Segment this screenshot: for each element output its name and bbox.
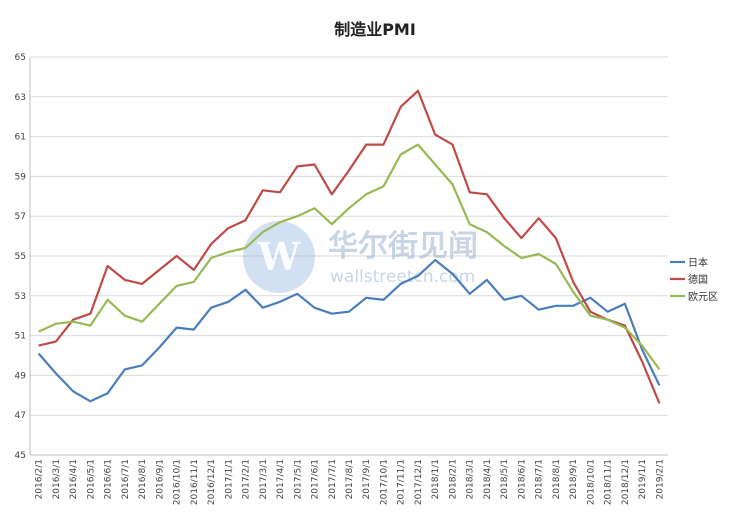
x-tick-label: 2016/4/1 [69, 459, 79, 499]
legend-label: 日本 [688, 256, 708, 269]
series-line-2 [38, 143, 661, 371]
watermark-brand-cn: 华尔街见闻 [328, 229, 478, 264]
y-tick-label: 55 [15, 252, 26, 262]
watermark-brand-en: wallstreetcn.com [330, 267, 475, 287]
watermark-logo-icon [243, 221, 315, 293]
x-tick-label: 2017/1/1 [224, 459, 234, 499]
x-tick-label: 2016/11/1 [190, 459, 200, 505]
y-tick-label: 47 [15, 411, 26, 421]
x-tick-label: 2016/9/1 [155, 459, 165, 499]
x-tick-label: 2016/12/1 [207, 459, 217, 505]
x-tick-label: 2017/8/1 [345, 459, 355, 499]
legend-label: 欧元区 [688, 291, 718, 303]
x-tick-label: 2016/2/1 [35, 459, 45, 499]
x-tick-label: 2018/12/1 [621, 459, 631, 505]
x-tick-label: 2018/10/1 [586, 459, 596, 505]
x-tick-label: 2017/7/1 [328, 459, 338, 499]
y-tick-label: 59 [15, 172, 27, 182]
x-tick-label: 2018/7/1 [535, 459, 545, 499]
y-tick-label: 53 [15, 292, 26, 302]
x-tick-label: 2018/2/1 [448, 459, 458, 499]
x-tick-label: 2017/9/1 [362, 459, 372, 499]
x-tick-label: 2017/12/1 [414, 459, 424, 505]
series-line-1 [38, 89, 661, 404]
y-tick-label: 57 [15, 212, 26, 222]
x-tick-label: 2017/3/1 [259, 459, 269, 499]
x-tick-label: 2017/2/1 [242, 459, 252, 499]
x-tick-label: 2017/10/1 [379, 459, 389, 505]
x-tick-label: 2016/3/1 [52, 459, 62, 499]
x-tick-label: 2016/5/1 [86, 459, 96, 499]
series-lines [37, 89, 661, 404]
legend-label: 德国 [688, 273, 708, 286]
watermark-logo-letter: W [257, 234, 302, 279]
x-tick-label: 2018/9/1 [569, 459, 579, 499]
x-tick-label: 2018/6/1 [517, 459, 527, 499]
x-tick-label: 2018/8/1 [552, 459, 562, 499]
y-tick-label: 61 [15, 133, 26, 143]
x-tick-label: 2016/6/1 [104, 459, 114, 499]
y-tick-label: 65 [15, 53, 26, 63]
x-tick-label: 2018/5/1 [500, 459, 510, 499]
x-tick-label: 2018/1/1 [431, 459, 441, 499]
chart-title: 制造业PMI [334, 20, 416, 39]
y-tick-label: 63 [15, 93, 26, 103]
y-tick-label: 51 [15, 332, 26, 342]
watermark: W 华尔街见闻 wallstreetcn.com [243, 221, 478, 293]
x-tick-label: 2016/8/1 [138, 459, 148, 499]
y-tick-label: 49 [15, 371, 27, 381]
x-tick-label: 2018/4/1 [483, 459, 493, 499]
x-tick-label: 2016/7/1 [121, 459, 131, 499]
x-tick-label: 2017/4/1 [276, 459, 286, 499]
x-tick-label: 2018/11/1 [604, 459, 614, 505]
y-tick-label: 45 [15, 451, 26, 461]
x-tick-label: 2017/11/1 [397, 459, 407, 505]
series-line-0 [37, 258, 661, 403]
x-tick-label: 2017/5/1 [293, 459, 303, 499]
x-tick-label: 2018/3/1 [466, 459, 476, 499]
x-tick-label: 2019/2/1 [655, 459, 665, 499]
x-tick-label: 2016/10/1 [173, 459, 183, 505]
x-tick-label: 2019/1/1 [638, 459, 648, 499]
axes: 45 47 49 51 53 55 57 59 61 63 65 2016/2/1 2016/3/1 20… [15, 53, 668, 505]
gridlines [30, 56, 668, 456]
x-tick-label: 2017/6/1 [311, 459, 321, 499]
